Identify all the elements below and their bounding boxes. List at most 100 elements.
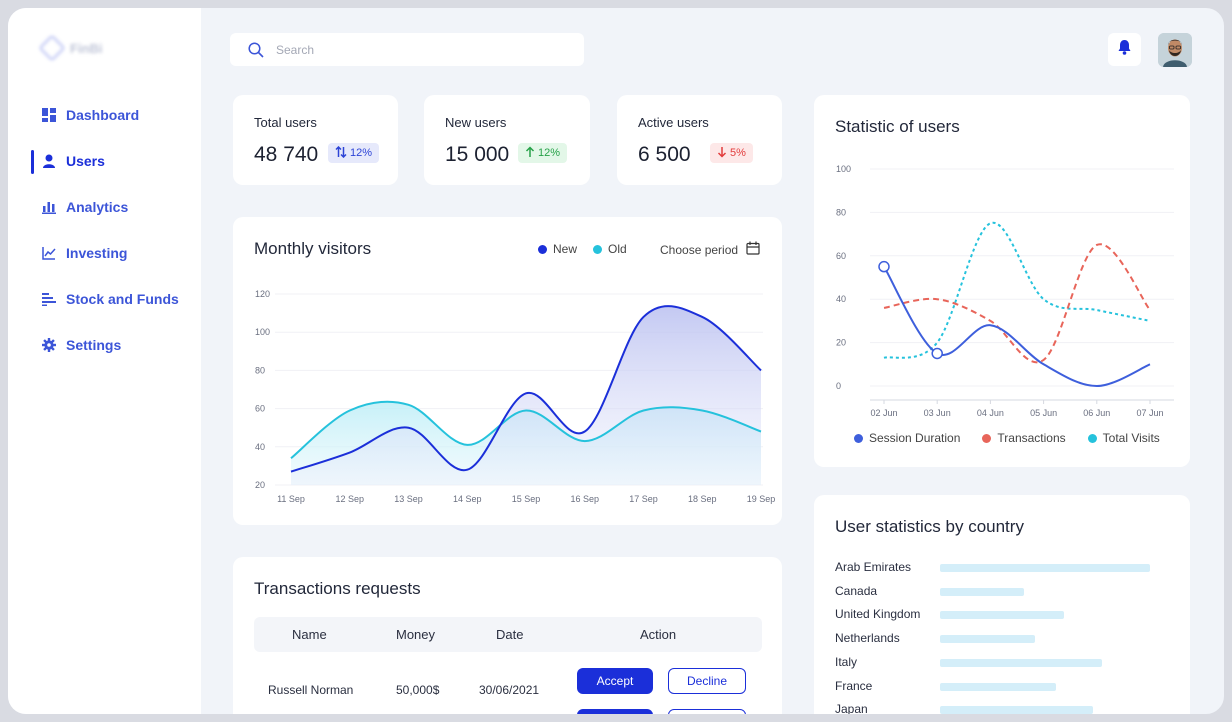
arrow-down-icon <box>717 146 727 161</box>
sort-arrows-icon <box>335 145 347 161</box>
y-tick-label: 100 <box>836 164 851 174</box>
stat-title: New users <box>445 115 507 130</box>
stat-card-active-users: Active users 6 500 5% <box>617 95 782 185</box>
series-line-total-visits <box>883 222 1151 359</box>
data-point[interactable] <box>878 260 890 273</box>
stat-value: 48 740 <box>254 143 319 166</box>
country-row: France <box>835 677 1175 697</box>
country-row: Netherlands <box>835 629 1175 649</box>
cell-date: 30/06/2021 <box>479 683 540 697</box>
country-row: Arab Emirates <box>835 558 1175 578</box>
monthly-visitors-chart: 20 40 60 80 100 120 11 Sep 12 Sep 13 Sep 14 Sep 15… <box>255 289 776 504</box>
notification-button[interactable] <box>1108 33 1141 66</box>
choose-period-button[interactable]: Choose period <box>660 241 760 258</box>
decline-button[interactable]: Decline <box>668 668 746 694</box>
y-tick-label: 0 <box>836 381 841 391</box>
country-bar <box>940 706 1094 714</box>
sidebar-item-label: Dashboard <box>66 107 140 123</box>
x-tick-label: 03 Jun <box>924 408 951 418</box>
logo-icon <box>37 33 67 63</box>
sidebar-item-settings[interactable]: Settings <box>8 322 201 368</box>
statistic-of-users-chart: 0 20 40 60 80 100 02 Jun 03 Jun 04 Jun 05 Jun 06 J… <box>836 164 1174 418</box>
y-tick-label: 60 <box>255 404 265 414</box>
country-bar <box>940 587 1024 596</box>
card-title: Transactions requests <box>254 579 421 598</box>
sidebar-item-investing[interactable]: Investing <box>8 230 201 276</box>
decline-button[interactable] <box>668 709 746 714</box>
accept-button[interactable]: Accept <box>577 668 653 694</box>
sidebar-item-analytics[interactable]: Analytics <box>8 184 201 230</box>
sidebar-item-dashboard[interactable]: Dashboard <box>8 92 201 138</box>
x-tick-label: 02 Jun <box>870 408 897 418</box>
arrow-up-icon <box>525 145 535 161</box>
country-name: Japan <box>835 702 868 717</box>
legend-dot <box>593 244 603 254</box>
x-tick-label: 11 Sep <box>277 494 305 504</box>
stat-title: Active users <box>638 115 709 130</box>
chart-legend: New Old <box>538 242 627 256</box>
y-tick-label: 120 <box>255 289 270 299</box>
legend-item-total-visits: Total Visits <box>1087 431 1160 445</box>
column-header-name: Name <box>292 627 327 642</box>
status-badge: 5% <box>710 143 753 163</box>
sidebar-item-stock-and-funds[interactable]: Stock and Funds <box>8 276 201 322</box>
column-header-money: Money <box>396 627 436 642</box>
y-tick-label: 40 <box>836 294 846 304</box>
legend-dot <box>854 433 863 443</box>
x-tick-label: 13 Sep <box>394 494 423 504</box>
search-input[interactable] <box>274 41 558 58</box>
statistic-of-users-card: Statistic of users 0 20 40 60 80 100 02 Jun 03 … <box>814 95 1190 467</box>
search-icon <box>248 41 264 58</box>
bar-chart-icon <box>42 200 56 214</box>
legend-dot <box>982 433 992 443</box>
monthly-visitors-card: Monthly visitors New Old Choose period 2… <box>233 217 782 525</box>
country-name: France <box>835 678 873 693</box>
avatar[interactable] <box>1158 33 1192 67</box>
x-tick-label: 19 Sep <box>747 494 776 504</box>
x-tick-label: 06 Jun <box>1083 408 1110 418</box>
country-row: United Kingdom <box>835 605 1175 625</box>
sidebar-item-users[interactable]: Users <box>8 138 201 184</box>
legend-item-new: New <box>538 242 577 256</box>
table-header: Name Money Date Action <box>254 617 762 652</box>
card-title: Statistic of users <box>835 117 960 136</box>
legend-item-session-duration: Session Duration <box>854 431 960 445</box>
x-tick-label: 12 Sep <box>335 494 364 504</box>
country-bar <box>940 682 1056 691</box>
cell-name: Russell Norman <box>268 683 354 697</box>
status-badge: 12% <box>518 143 568 163</box>
x-tick-label: 04 Jun <box>977 408 1004 418</box>
y-tick-label: 20 <box>255 480 265 490</box>
x-tick-label: 15 Sep <box>512 494 541 504</box>
legend-label: Session Duration <box>869 431 961 445</box>
logo[interactable]: FinBi <box>37 33 103 63</box>
y-tick-label: 100 <box>255 327 270 337</box>
legend-dot <box>1087 433 1097 443</box>
country-row: Canada <box>835 582 1175 602</box>
series-line-new <box>290 305 762 473</box>
transactions-card: Transactions requests Name Money Date Ac… <box>233 557 782 714</box>
x-tick-label: 18 Sep <box>688 494 717 504</box>
y-tick-label: 80 <box>255 365 265 375</box>
country-bar <box>940 611 1064 620</box>
column-header-action: Action <box>640 627 677 642</box>
change-value: 5% <box>730 147 746 159</box>
x-tick-label: 17 Sep <box>629 494 658 504</box>
user-icon <box>42 154 56 168</box>
search-bar[interactable] <box>230 33 584 66</box>
country-bar <box>940 564 1150 572</box>
data-point[interactable] <box>931 347 943 360</box>
user-statistics-by-country-card: User statistics by country Arab Emirates… <box>814 495 1190 717</box>
stat-card-new-users: New users 15 000 12% <box>424 95 590 185</box>
stat-title: Total users <box>254 115 317 130</box>
sidebar: FinBi Dashboard Users Analytics <box>8 8 201 714</box>
legend-label: Total Visits <box>1102 431 1160 445</box>
legend-dot <box>538 244 547 254</box>
card-title: Monthly visitors <box>254 239 372 258</box>
accept-button[interactable] <box>577 709 653 714</box>
country-bar <box>940 635 1035 644</box>
dashboard-icon <box>42 108 56 122</box>
country-name: Netherlands <box>835 631 900 646</box>
legend-item-old: Old <box>593 242 627 256</box>
